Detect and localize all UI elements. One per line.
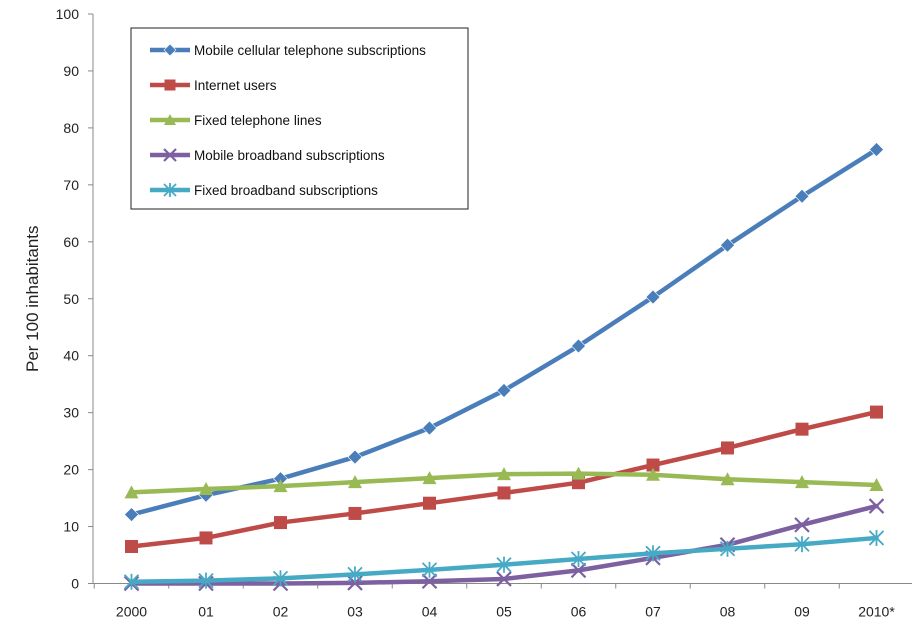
data-point-stroke (868, 498, 885, 514)
data-point (645, 545, 661, 562)
data-point (199, 531, 213, 545)
data-point (868, 498, 885, 514)
data-point (570, 551, 587, 568)
x-tick-label: 05 (496, 604, 512, 620)
data-point (720, 472, 735, 486)
x-axis: 2000 01 02 03 04 05 06 07 08 09 2010* (93, 583, 912, 620)
data-point (571, 338, 586, 354)
data-point (348, 506, 362, 520)
data-point (869, 142, 884, 157)
data-point (163, 43, 177, 57)
y-tick-label: 40 (63, 348, 79, 364)
data-point (571, 466, 586, 480)
data-point-stroke (496, 571, 512, 587)
data-point (423, 496, 436, 510)
data-point (795, 422, 809, 436)
y-tick-label: 90 (63, 63, 79, 79)
data-point (794, 517, 810, 533)
data-point (497, 486, 511, 500)
data-point (422, 420, 437, 436)
data-point (721, 441, 734, 455)
legend-label: Fixed broadband subscriptions (194, 183, 378, 198)
data-point (163, 148, 177, 162)
y-axis: 0 10 20 30 40 50 60 70 80 90 100 (56, 6, 94, 592)
data-point (347, 449, 363, 465)
legend-item: Mobile broadband subscriptions (150, 148, 385, 163)
data-point (273, 479, 288, 493)
y-tick-label: 80 (63, 120, 79, 136)
data-point (870, 405, 883, 419)
series (124, 142, 884, 523)
data-point (497, 467, 511, 481)
series (125, 405, 883, 553)
data-point (570, 562, 587, 579)
data-point-stroke (570, 562, 587, 579)
data-point (198, 572, 214, 589)
data-point (272, 570, 289, 587)
data-point-stroke (421, 573, 438, 589)
data-point (421, 561, 438, 578)
y-tick-label: 10 (63, 519, 79, 535)
x-tick-label: 02 (273, 604, 289, 620)
data-point-stroke (163, 148, 177, 162)
data-point (163, 183, 177, 197)
x-tick-label: 01 (198, 604, 214, 620)
data-point (646, 458, 660, 472)
data-point (124, 485, 139, 499)
plot-area (123, 142, 885, 592)
y-tick-label: 0 (71, 576, 79, 592)
legend-label: Mobile broadband subscriptions (194, 148, 385, 163)
x-tick-label: 07 (645, 604, 661, 620)
data-point (125, 539, 138, 553)
legend-item: Fixed broadband subscriptions (150, 183, 378, 198)
data-point (645, 289, 661, 305)
y-tick-label: 50 (63, 291, 79, 307)
data-point (496, 383, 512, 398)
data-point (164, 79, 176, 91)
legend: Mobile cellular telephone subscriptions I… (130, 27, 469, 210)
y-tick-label: 70 (63, 177, 79, 193)
data-point (347, 566, 363, 583)
y-tick-label: 100 (56, 6, 80, 22)
y-axis-label: Per 100 inhabitants (23, 226, 42, 373)
legend-item: Fixed telephone lines (150, 113, 322, 128)
series (123, 529, 885, 590)
data-point (720, 237, 735, 253)
data-point (124, 507, 139, 523)
x-tick-label: 06 (571, 604, 587, 620)
data-point (794, 188, 810, 204)
data-point (646, 467, 660, 481)
y-tick-label: 20 (63, 462, 79, 478)
data-point (794, 536, 810, 553)
legend-item: Mobile cellular telephone subscriptions (150, 43, 426, 58)
data-point (274, 516, 287, 530)
x-tick-label: 09 (794, 604, 810, 620)
x-tick-label: 2000 (116, 604, 147, 620)
y-tick-label: 30 (63, 405, 79, 421)
legend-label: Mobile cellular telephone subscriptions (194, 43, 426, 58)
data-point-stroke (794, 517, 810, 533)
data-point (422, 471, 437, 485)
data-point (421, 573, 438, 589)
data-point (719, 540, 736, 557)
x-tick-label: 04 (422, 604, 438, 620)
legend-label: Fixed telephone lines (194, 113, 322, 128)
x-tick-label: 03 (347, 604, 363, 620)
data-point (496, 571, 512, 587)
data-point (868, 529, 885, 546)
data-point (795, 475, 809, 489)
data-point (496, 556, 512, 573)
data-point (164, 114, 176, 125)
data-point (348, 475, 362, 489)
legend-label: Internet users (194, 78, 277, 93)
x-tick-label: 2010* (858, 604, 895, 620)
data-point (869, 477, 884, 491)
series (124, 466, 884, 499)
data-point (199, 481, 213, 495)
y-tick-label: 60 (63, 234, 79, 250)
x-tick-label: 08 (720, 604, 736, 620)
legend-item: Internet users (150, 78, 277, 93)
data-point (123, 573, 140, 590)
